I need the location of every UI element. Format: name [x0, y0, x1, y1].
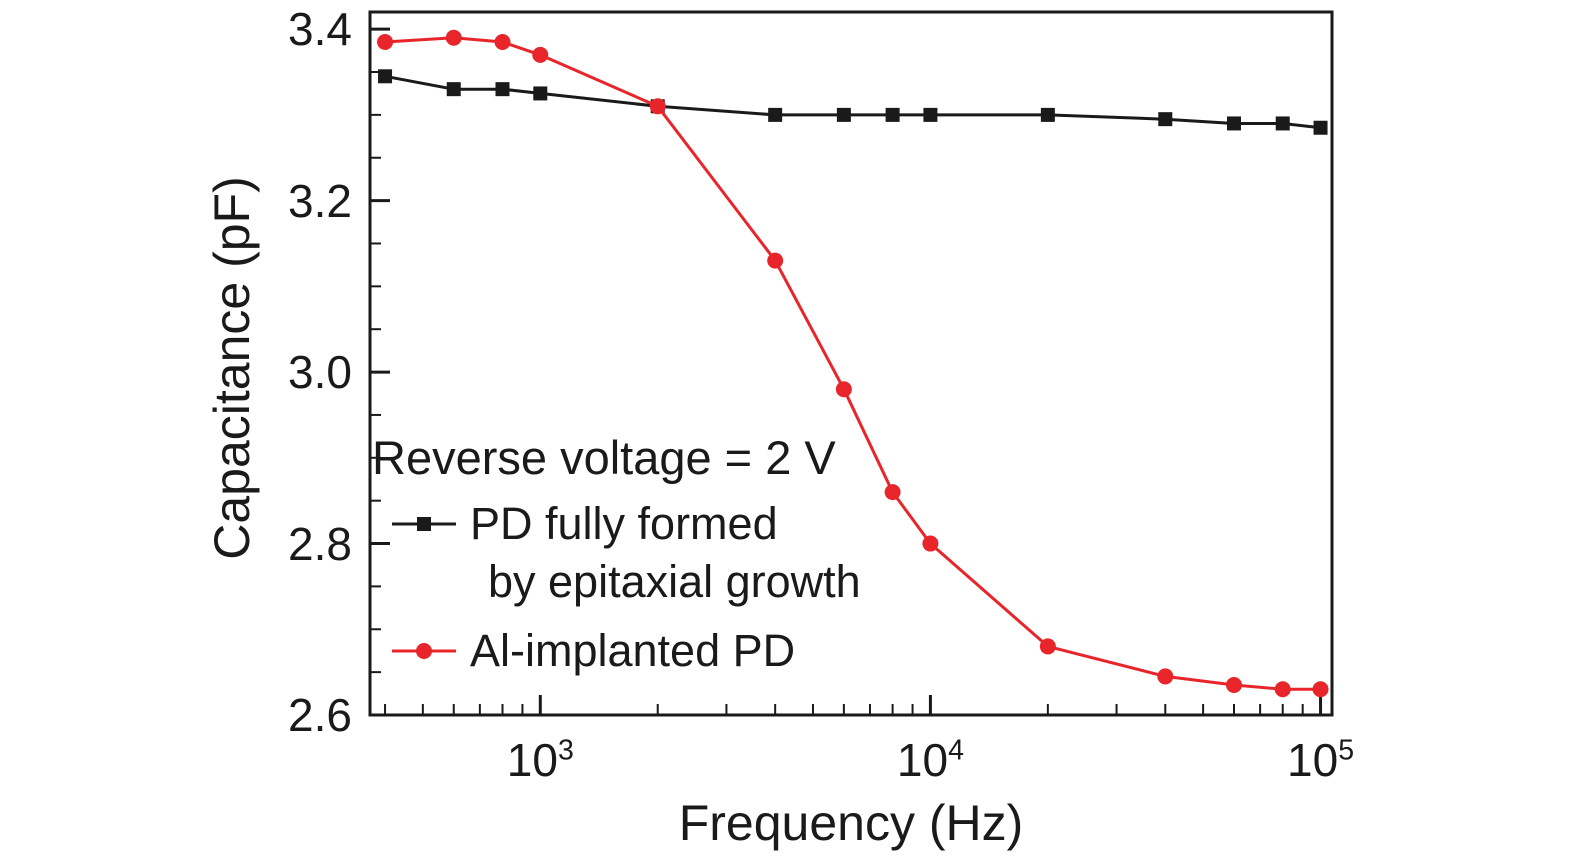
data-point: [649, 98, 666, 115]
data-point: [533, 86, 548, 101]
x-axis-label: Frequency (Hz): [678, 795, 1024, 851]
data-point: [532, 46, 549, 63]
data-point: [495, 82, 510, 97]
annotation-reverse-voltage: Reverse voltage = 2 V: [372, 431, 836, 484]
data-point: [923, 107, 938, 122]
axis-frame: [368, 10, 1334, 717]
legend: PD fully formed by epitaxial growth Al-i…: [392, 495, 861, 679]
data-point: [836, 107, 851, 122]
legend-entry-al-implanted: Al-implanted PD: [392, 622, 861, 679]
legend-entry-epitaxial-line2: by epitaxial growth: [392, 552, 861, 612]
y-tick-label-2.8: 2.8: [288, 517, 352, 570]
data-point: [885, 107, 900, 122]
legend-marker-black-square-icon: [392, 504, 456, 544]
series-al-implanted: [377, 29, 1329, 698]
y-tick-label-3.2: 3.2: [288, 174, 352, 227]
data-point: [1226, 116, 1241, 131]
data-point: [767, 252, 784, 269]
legend-label-epitaxial-line1: PD fully formed: [470, 497, 778, 549]
y-tick-label-3.4: 3.4: [288, 3, 352, 56]
y-tick-label-2.6: 2.6: [288, 689, 352, 741]
data-point: [1040, 107, 1055, 122]
data-point: [1225, 676, 1242, 693]
y-tick-label-3.0: 3.0: [288, 346, 352, 399]
data-point: [377, 34, 394, 51]
data-point: [1158, 112, 1173, 127]
data-point: [445, 29, 462, 46]
data-point: [1313, 120, 1328, 135]
data-point: [1157, 668, 1174, 685]
series-epitaxial: [378, 69, 1328, 135]
data-point: [494, 34, 511, 51]
data-point: [1039, 638, 1056, 655]
data-point: [1274, 681, 1291, 698]
data-point: [835, 381, 852, 398]
x-tick-label-100000: 105: [1287, 734, 1355, 786]
axis-ticks: [370, 27, 1323, 717]
legend-label-epitaxial-line2: by epitaxial growth: [488, 556, 861, 607]
data-point: [1275, 116, 1290, 131]
legend-label-al-implanted: Al-implanted PD: [470, 624, 796, 676]
legend-entry-epitaxial: PD fully formed: [392, 495, 861, 552]
data-point: [1312, 681, 1329, 698]
data-point: [922, 535, 939, 552]
series-line: [384, 74, 1321, 130]
data-point: [378, 69, 393, 84]
x-tick-label-10000: 104: [896, 734, 964, 786]
data-point: [446, 82, 461, 97]
data-point: [884, 484, 901, 501]
data-point: [768, 107, 783, 122]
legend-marker-red-circle-icon: [392, 631, 456, 671]
x-tick-label-1000: 103: [506, 734, 574, 786]
